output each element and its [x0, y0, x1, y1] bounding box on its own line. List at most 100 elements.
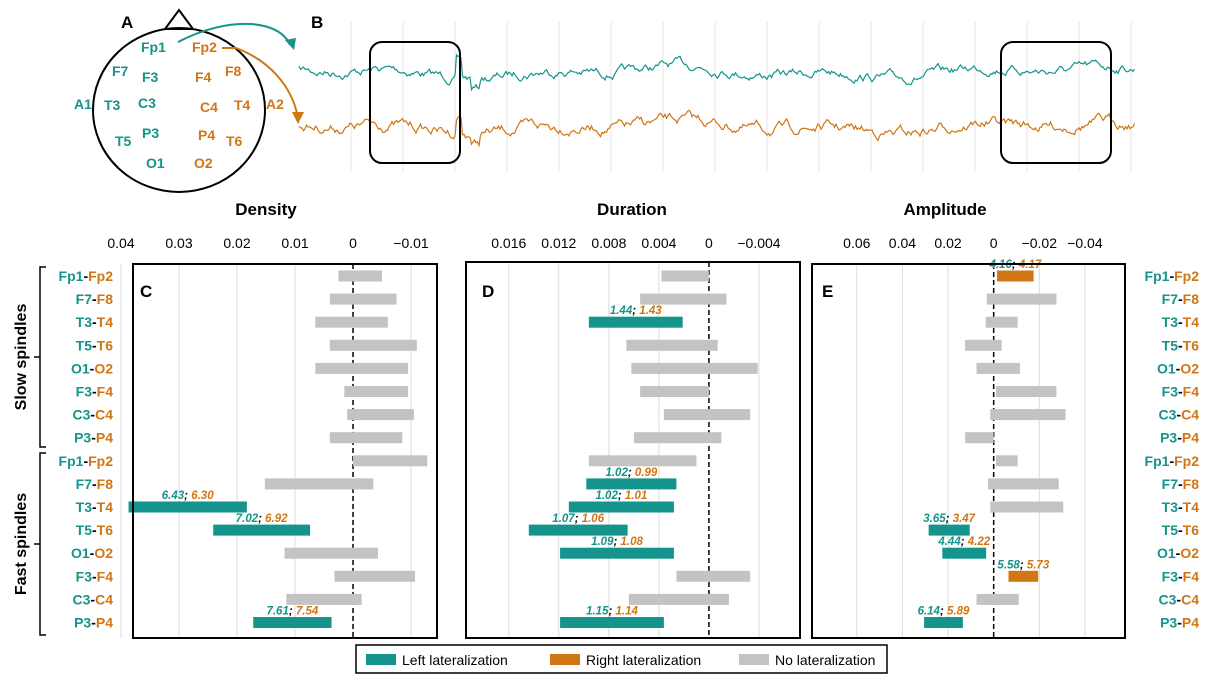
tick-label: 0.012 [541, 235, 576, 251]
bar-none [286, 593, 362, 605]
row-label-left: T5-T6 [76, 522, 114, 538]
bar-none [640, 386, 709, 397]
electrode-fp2: Fp2 [192, 39, 217, 55]
electrode-p4: P4 [198, 127, 215, 143]
bar-none [965, 432, 994, 444]
electrode-p3: P3 [142, 125, 159, 141]
bar-annotation: 1.15; 1.14 [586, 606, 638, 618]
legend: Left lateralization Right lateralization… [355, 644, 888, 674]
bar-none [995, 386, 1057, 397]
row-label-left: C3-C4 [73, 407, 114, 423]
tick-label: 0 [990, 235, 998, 251]
head-map: A Fp1 F7 F3 A1 T3 C3 T5 P3 O1 Fp2 F4 F8 C4 T4 A2 P4 T6 O… [74, 8, 304, 193]
eeg-traces: B [298, 13, 1136, 172]
bar-none [284, 547, 378, 559]
bar-left [568, 501, 674, 513]
tick-label: 0.01 [281, 235, 308, 251]
tick-label: 0.02 [934, 235, 961, 251]
tick-label: 0.03 [165, 235, 192, 251]
bar-left [528, 524, 628, 536]
electrode-t3: T3 [104, 97, 121, 113]
right-electrodes: Fp2 F4 F8 C4 T4 A2 P4 T6 O2 [192, 39, 284, 171]
row-label-left: F3-F4 [76, 384, 114, 400]
row-label-right: F7-F8 [1162, 476, 1200, 492]
legend-swatch-none [739, 654, 769, 665]
bar-left [560, 547, 674, 559]
highlight-box-2 [1000, 41, 1112, 164]
bar-annotation: 3.65; 3.47 [923, 513, 975, 525]
grid-lines [856, 264, 1086, 638]
row-label-right: T5-T6 [1162, 522, 1200, 538]
tick-label: −0.01 [393, 235, 429, 251]
row-label-right: Fp1-Fp2 [1145, 453, 1200, 469]
tick-label: 0.06 [843, 235, 870, 251]
tick-label: 0.008 [591, 235, 626, 251]
bar-none [626, 339, 718, 351]
bar-annotation: 4.44; 4.22 [937, 536, 990, 548]
legend-swatch-left [366, 654, 396, 665]
bar-none [329, 432, 403, 444]
row-labels-left: Fp1-Fp2 F7-F8 T3-T4 T5-T6 O1-O2 F3-F4 C3-C4 P3-… [59, 268, 114, 631]
bar-left [128, 501, 247, 513]
row-label-right: C3-C4 [1159, 591, 1200, 607]
tick-label: 0.02 [223, 235, 250, 251]
row-label-left: Fp1-Fp2 [59, 453, 114, 469]
highlight-box-1 [369, 41, 461, 164]
chart-frame [132, 263, 438, 639]
row-label-left: T5-T6 [76, 337, 114, 353]
tick-label: 0.04 [889, 235, 916, 251]
bar-none [965, 339, 1002, 351]
legend-label-none: No lateralization [775, 652, 875, 668]
bracket-fast [39, 452, 46, 636]
row-label-left: P3-P4 [74, 615, 113, 631]
bar-left [253, 617, 332, 628]
panel-label-d: D [482, 282, 494, 301]
chart-density: Density C 0.04 0.03 0.02 0.01 0 −0.01 6.43; 6.… [107, 200, 438, 639]
bar-none [338, 270, 382, 282]
bar-none [344, 386, 409, 397]
nose-marker [163, 8, 195, 30]
bar-none [987, 478, 1059, 490]
tick-label: 0.016 [491, 235, 526, 251]
row-label-right: Fp1-Fp2 [1145, 268, 1200, 284]
tick-label: 0 [349, 235, 357, 251]
bar-left [560, 617, 664, 628]
bar-none [315, 362, 409, 374]
bar-annotation: 7.61; 7.54 [266, 606, 318, 618]
bar-none [640, 293, 727, 305]
bar-annotation: 1.07; 1.06 [552, 513, 604, 525]
row-label-left: C3-C4 [73, 591, 114, 607]
bar-right [1008, 570, 1039, 582]
bar-none [315, 316, 388, 328]
bar-annotation: 1.44; 1.43 [610, 305, 662, 317]
bar-left [586, 478, 677, 490]
row-label-left: P3-P4 [74, 430, 113, 446]
group-brackets: Slow spindles Fast spindles [13, 266, 46, 636]
electrode-t4: T4 [234, 97, 251, 113]
tick-label: 0.004 [641, 235, 676, 251]
bar-none [663, 409, 751, 421]
left-electrodes: Fp1 F7 F3 A1 T3 C3 T5 P3 O1 [74, 39, 166, 171]
bar-right [997, 270, 1034, 282]
row-label-right: C3-C4 [1159, 407, 1200, 423]
electrode-o1: O1 [146, 155, 165, 171]
row-label-right: F7-F8 [1162, 291, 1200, 307]
bar-none [990, 409, 1066, 421]
chart-title-density: Density [235, 200, 297, 219]
row-label-left: O1-O2 [71, 360, 113, 376]
row-label-right: T5-T6 [1162, 337, 1200, 353]
row-label-left: F7-F8 [76, 291, 114, 307]
bar-none [986, 293, 1057, 305]
row-label-right: T3-T4 [1162, 499, 1200, 515]
electrode-t6: T6 [226, 133, 243, 149]
eeg-trace-left [298, 53, 1135, 92]
electrode-t5: T5 [115, 133, 132, 149]
bar-annotation: 1.02; 1.01 [595, 490, 647, 502]
row-label-left: T3-T4 [76, 314, 114, 330]
panel-label-c: C [140, 282, 152, 301]
row-label-right: O1-O2 [1157, 545, 1199, 561]
bar-annotation: 6.43; 6.30 [162, 490, 214, 502]
bar-none [334, 570, 416, 582]
legend-label-left: Left lateralization [402, 652, 508, 668]
